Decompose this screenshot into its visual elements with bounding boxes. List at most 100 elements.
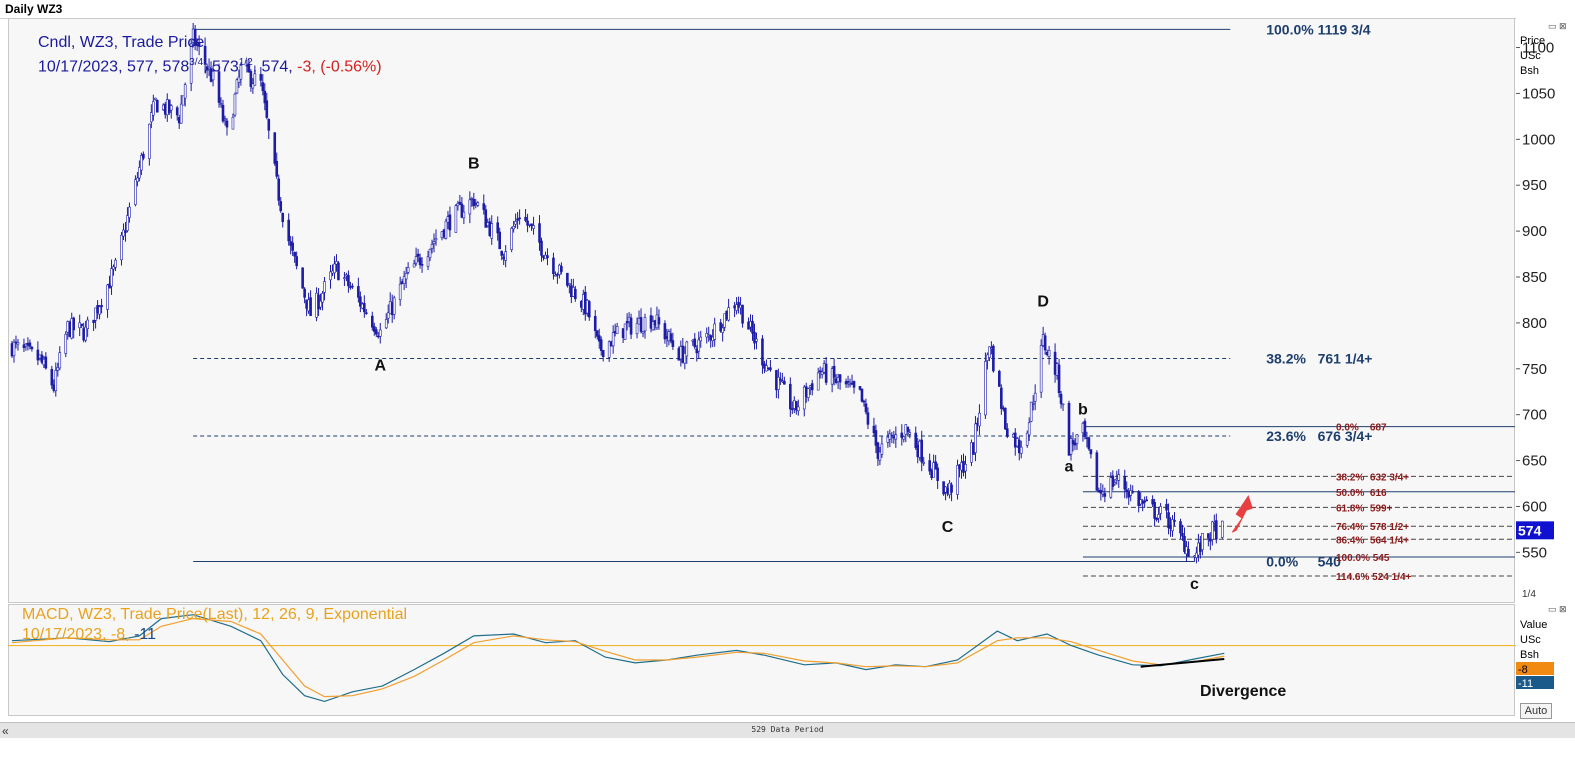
wave-label: a — [1065, 459, 1074, 476]
price-pane[interactable] — [8, 18, 1515, 603]
right-axis[interactable] — [1516, 18, 1575, 748]
candle-body — [615, 326, 619, 334]
candle-body — [932, 462, 935, 478]
candle-body — [1019, 446, 1023, 454]
auto-scale-button[interactable]: Auto — [1520, 703, 1552, 719]
candle-body — [386, 312, 390, 319]
candle-body — [309, 297, 312, 316]
candle-body — [281, 213, 285, 223]
fib-extension-label: 114.6% 524 1/4+ — [1336, 572, 1412, 583]
candle-body — [275, 161, 279, 177]
candle-body — [64, 333, 68, 354]
candle-body — [848, 383, 852, 386]
candle-body — [434, 238, 438, 241]
candle-body — [568, 283, 571, 285]
scale-ratio[interactable]: 1/4 — [1522, 589, 1536, 600]
candle-body — [874, 430, 878, 446]
candle-body — [914, 432, 918, 449]
signal-value-tag-label: -11 — [1518, 678, 1533, 690]
fib-extension-label: 0.0% 687 — [1336, 423, 1387, 434]
fib-retracement-label: 38.2% 761 1/4+ — [1266, 350, 1372, 366]
candle-body — [1047, 350, 1051, 357]
candle-body — [852, 380, 856, 388]
price-y-tick-label: 950 — [1522, 177, 1547, 194]
fib-extension-label: 86.4% 564 1/4+ — [1336, 535, 1409, 546]
candle-body — [94, 307, 97, 321]
candle-body — [370, 315, 374, 328]
candle-body — [293, 251, 296, 257]
candle-body — [1006, 428, 1009, 437]
candle-body — [460, 203, 464, 218]
candle-body — [526, 220, 529, 226]
candle-body — [482, 203, 486, 210]
price-y-tick-label: 700 — [1522, 407, 1547, 424]
candle-body — [538, 223, 541, 243]
candle-body — [235, 79, 239, 94]
candle-body — [28, 342, 32, 347]
candle-body — [359, 296, 362, 307]
macd-pane-window-buttons[interactable]: ▭ ⊠ — [1548, 604, 1567, 614]
candle-body — [124, 230, 127, 233]
candle-body — [402, 276, 406, 285]
price-axis-title-line: Price — [1520, 35, 1546, 47]
candle-body — [1137, 491, 1140, 506]
candle-body — [595, 330, 599, 337]
candle-body — [420, 264, 424, 266]
candle-body — [179, 103, 183, 124]
candle-body — [510, 228, 513, 250]
candle-body — [802, 386, 806, 410]
candle-body — [378, 329, 382, 337]
candle-body — [50, 368, 54, 386]
scroll-back-button[interactable]: « — [2, 724, 9, 738]
candle-body — [727, 307, 730, 321]
candle-body — [223, 118, 227, 121]
candle-body — [221, 105, 225, 122]
candle-body — [824, 363, 828, 383]
candle-body — [112, 266, 115, 270]
candle-body — [152, 101, 155, 116]
candle-body — [237, 76, 241, 83]
legend-open-high: 10/17/2023, 577, 578 — [38, 58, 190, 76]
candle-body — [430, 243, 434, 249]
candle-body — [56, 367, 60, 371]
candle-body — [363, 303, 366, 313]
price-pane-window-buttons[interactable]: ▭ ⊠ — [1548, 21, 1567, 31]
candle-body — [1179, 521, 1182, 534]
candle-body — [934, 461, 937, 470]
price-y-tick-label: 1050 — [1522, 85, 1555, 102]
candle-body — [1057, 364, 1061, 394]
candle-body — [470, 198, 474, 200]
candle-body — [890, 434, 894, 437]
candle-body — [1195, 552, 1198, 558]
macd-legend-values: 10/17/2023, -8, -11 — [22, 625, 407, 645]
macd-axis-title-line: USc — [1520, 634, 1541, 646]
candle-body — [1053, 351, 1057, 375]
macd-pane[interactable] — [8, 604, 1515, 716]
candle-body — [1131, 491, 1135, 493]
candle-body — [239, 65, 243, 80]
candle-body — [862, 400, 866, 403]
macd-legend-signal: -11 — [134, 626, 157, 643]
candle-body — [1017, 439, 1021, 454]
candle-body — [12, 341, 16, 357]
candle-body — [301, 267, 304, 289]
candle-body — [1059, 393, 1063, 404]
candle-body — [1159, 506, 1162, 514]
candle-body — [789, 383, 792, 410]
candle-body — [663, 323, 667, 340]
candle-body — [128, 206, 131, 218]
candle-body — [72, 317, 76, 331]
candle-body — [207, 66, 211, 70]
candle-body — [251, 83, 255, 89]
candle-body — [1029, 401, 1033, 422]
wave-label: C — [942, 519, 954, 536]
candle-body — [1031, 403, 1035, 405]
macd-legend-title: MACD, WZ3, Trade Price(Last), 12, 26, 9,… — [22, 606, 408, 623]
candle-body — [197, 42, 201, 47]
candle-body — [755, 338, 758, 342]
fib-extension-label: 100.0% 545 — [1336, 553, 1390, 564]
price-axis-title-line: USc — [1520, 50, 1541, 62]
candle-body — [148, 123, 151, 159]
candle-body — [518, 217, 521, 220]
bottom-scroll-bar[interactable] — [0, 722, 1575, 738]
